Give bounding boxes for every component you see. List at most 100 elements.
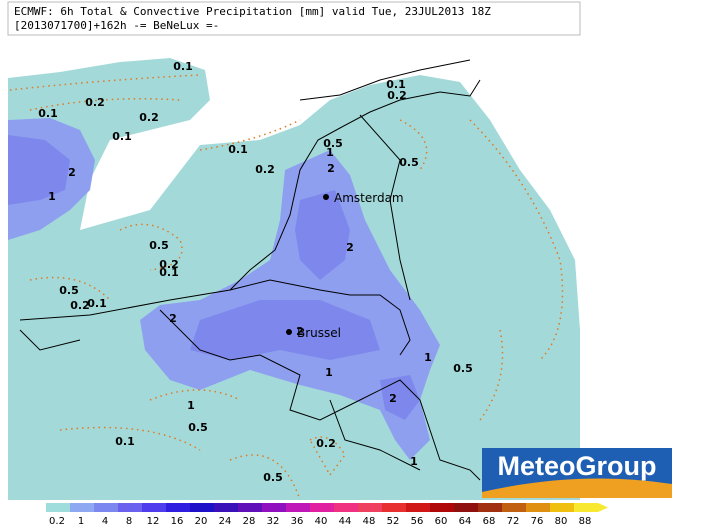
contour-label: 2	[327, 162, 335, 175]
contour-label: 1	[326, 146, 334, 159]
colorbar-swatch	[478, 503, 502, 512]
colorbar-label: 72	[507, 516, 520, 527]
city-label: Amsterdam	[334, 191, 404, 205]
colorbar-label: 0.2	[49, 516, 65, 527]
contour-label: 2	[68, 166, 76, 179]
contour-label: 0.5	[263, 471, 283, 484]
contour-label: 0.2	[139, 111, 159, 124]
map: Amsterdam Brussel	[8, 58, 580, 501]
colorbar-label: 52	[387, 516, 400, 527]
city-label: Brussel	[297, 326, 341, 340]
contour-label: 0.2	[159, 258, 179, 271]
contour-label: 0.5	[149, 239, 169, 252]
contour-label: 0.1	[87, 297, 107, 310]
contour-labels: 0.10.10.20.20.20.10.10.1 0.510.22 2 0.5120.…	[38, 60, 473, 484]
colorbar-label: 44	[339, 516, 352, 527]
city-dot	[286, 329, 292, 335]
contour-label: 2	[296, 325, 304, 338]
precip-2	[8, 135, 420, 420]
colorbar-swatch	[526, 503, 550, 512]
contour-label: 0.1	[228, 143, 248, 156]
colorbar-swatch	[214, 503, 238, 512]
colorbar-label: 36	[291, 516, 304, 527]
colorbar-swatch	[454, 503, 478, 512]
contour-label: 2	[169, 312, 177, 325]
header-line: ECMWF: 6h Total & Convective Precipitati…	[14, 5, 491, 18]
colorbar: 0.2 1 4 8 12 16 20 24 28 32 36 40 44 48 52 56 60 64 68 72 76…	[46, 503, 608, 527]
city-dot	[323, 194, 329, 200]
colorbar-label: 20	[195, 516, 208, 527]
colorbar-swatch	[310, 503, 334, 512]
contour-label: 0.2	[387, 89, 407, 102]
colorbar-label: 16	[171, 516, 184, 527]
colorbar-label: 4	[102, 516, 108, 527]
contour-label: 0.2	[316, 437, 336, 450]
contour-label: 0.1	[173, 60, 193, 73]
colorbar-swatch	[70, 503, 94, 512]
contour-label: 0.5	[188, 421, 208, 434]
borders	[19, 59, 481, 481]
contour-label: 2	[346, 241, 354, 254]
contour-label: 1	[410, 455, 418, 468]
colorbar-swatch	[46, 503, 70, 512]
contour-label: 1	[325, 366, 333, 379]
contour-label: 0.2	[85, 96, 105, 109]
logo-swoosh	[482, 478, 672, 498]
colorbar-swatch	[238, 503, 262, 512]
contour-label: 0.1	[38, 107, 58, 120]
colorbar-label: 76	[531, 516, 544, 527]
colorbar-swatch	[190, 503, 214, 512]
colorbar-label: 80	[555, 516, 568, 527]
colorbar-label: 88	[579, 516, 592, 527]
contour-label: 0.1	[112, 130, 132, 143]
colorbar-label: 64	[459, 516, 472, 527]
logo: MeteoGroup	[482, 448, 672, 498]
contour-label: 0.5	[59, 284, 79, 297]
colorbar-label: 12	[147, 516, 160, 527]
coastline	[19, 59, 481, 321]
contour-label: 1	[187, 399, 195, 412]
colorbar-swatch	[574, 503, 598, 512]
contour-label: 0.2	[255, 163, 275, 176]
colorbar-label: 40	[315, 516, 328, 527]
colorbar-arrow	[598, 503, 608, 512]
contour-label: 0.5	[323, 137, 343, 150]
logo-text: MeteoGroup	[498, 451, 657, 481]
colorbar-swatch	[550, 503, 574, 512]
contour-label: 0.1	[115, 435, 135, 448]
contour-lines	[9, 74, 564, 501]
colorbar-swatch	[382, 503, 406, 512]
contour-label: 0.2	[70, 299, 90, 312]
header-box	[7, 1, 581, 36]
colorbar-label: 60	[435, 516, 448, 527]
colorbar-label: 1	[78, 516, 84, 527]
header-line: [2013071700]+162h -= BeNeLux =-	[14, 19, 219, 32]
border	[19, 114, 481, 481]
colorbar-label: 24	[219, 516, 232, 527]
colorbar-label: 32	[267, 516, 280, 527]
colorbar-label: 68	[483, 516, 496, 527]
colorbar-label: 48	[363, 516, 376, 527]
colorbar-swatch	[286, 503, 310, 512]
colorbar-swatch	[142, 503, 166, 512]
colorbar-label: 8	[126, 516, 132, 527]
contour-label: 1	[48, 190, 56, 203]
contour	[9, 74, 564, 501]
colorbar-label: 56	[411, 516, 424, 527]
colorbar-swatch	[334, 503, 358, 512]
contour-label: 0.5	[399, 156, 419, 169]
contour-label: 0.5	[453, 362, 473, 375]
contour-label: 0.1	[386, 78, 406, 91]
colorbar-swatch	[262, 503, 286, 512]
contour-label: 1	[424, 351, 432, 364]
colorbar-swatch	[94, 503, 118, 512]
colorbar-swatch	[358, 503, 382, 512]
colorbar-swatch	[406, 503, 430, 512]
colorbar-label: 28	[243, 516, 256, 527]
colorbar-swatch	[118, 503, 142, 512]
contour-label: 0.1	[159, 266, 179, 279]
colorbar-swatch	[166, 503, 190, 512]
colorbar-swatch	[430, 503, 454, 512]
colorbar-swatch	[502, 503, 526, 512]
